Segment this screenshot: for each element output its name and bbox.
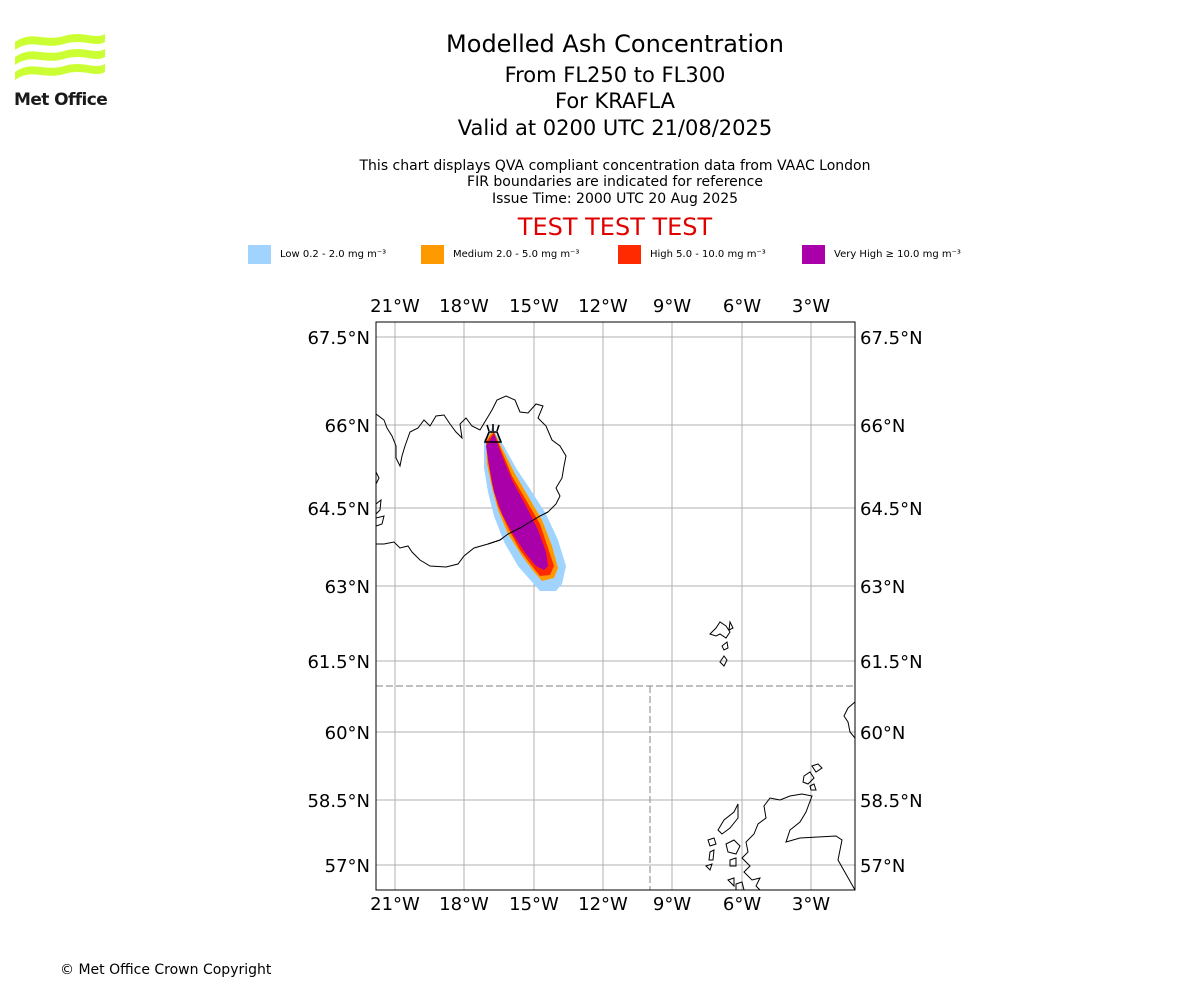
lon-tick-top: 18°W [439,296,489,317]
lon-tick-bottom: 9°W [653,894,691,915]
legend-item-medium: Medium 2.0 - 5.0 mg m⁻³ [421,244,579,264]
lon-tick-bottom: 21°W [370,894,420,915]
lat-tick-right: 57°N [860,856,905,877]
legend-swatch-high [618,244,641,264]
lat-tick-left: 58.5°N [307,791,370,812]
iceland-west-fjords [376,471,385,527]
latitude-labels-left: 67.5°N 66°N 64.5°N 63°N 61.5°N 60°N 58.5… [307,328,370,877]
lat-tick-right: 66°N [860,416,905,437]
shetland-coastline [843,701,855,739]
orkney-islands [802,763,823,791]
lat-tick-left: 60°N [325,723,370,744]
fir-boundaries [376,685,855,890]
longitude-labels-bottom: 21°W 18°W 15°W 12°W 9°W 6°W 3°W [370,894,830,915]
lat-tick-right: 58.5°N [860,791,923,812]
lon-tick-bottom: 18°W [439,894,489,915]
latitude-labels-right: 67.5°N 66°N 64.5°N 63°N 61.5°N 60°N 58.5… [860,328,923,877]
lon-tick-top: 6°W [723,296,761,317]
lon-tick-top: 21°W [370,296,420,317]
legend-swatch-very-high [802,244,825,264]
met-office-waves-icon [15,34,105,80]
iceland-south-coast-overlay [487,511,549,545]
legend-item-high: High 5.0 - 10.0 mg m⁻³ [618,244,766,264]
lat-tick-right: 63°N [860,577,905,598]
iceland-coastline [376,395,567,568]
legend-swatch-medium [421,244,444,264]
met-office-logo-text: Met Office [14,90,108,110]
info-line-fir: FIR boundaries are indicated for referen… [467,174,763,190]
hebrides-islands [705,803,745,890]
legend-item-very-high: Very High ≥ 10.0 mg m⁻³ [802,244,961,264]
ash-plume [484,428,566,591]
map-frame [375,321,856,891]
valid-time: Valid at 0200 UTC 21/08/2025 [457,116,773,140]
lat-tick-left: 64.5°N [307,499,370,520]
legend-item-low: Low 0.2 - 2.0 mg m⁻³ [248,244,386,264]
copyright-notice: © Met Office Crown Copyright [60,962,272,978]
lat-tick-left: 61.5°N [307,652,370,673]
legend-swatch-low [248,244,271,264]
lon-tick-bottom: 15°W [509,894,559,915]
map-gridlines [376,322,855,890]
lat-tick-right: 61.5°N [860,652,923,673]
lon-tick-top: 15°W [509,296,559,317]
legend-label-high: High 5.0 - 10.0 mg m⁻³ [650,248,766,260]
legend-label-medium: Medium 2.0 - 5.0 mg m⁻³ [453,248,580,260]
legend-label-very-high: Very High ≥ 10.0 mg m⁻³ [834,248,961,260]
lon-tick-top: 12°W [578,296,628,317]
lat-tick-right: 64.5°N [860,499,923,520]
issue-time: Issue Time: 2000 UTC 20 Aug 2025 [491,191,739,207]
info-line-qva: This chart displays QVA compliant concen… [359,158,871,174]
volcano-name: For KRAFLA [555,89,675,113]
lat-tick-right: 60°N [860,723,905,744]
faroe-islands [709,620,734,667]
ash-very-high [486,434,548,570]
lat-tick-left: 63°N [325,577,370,598]
chart-title: Modelled Ash Concentration [446,30,784,58]
lat-tick-left: 66°N [325,416,370,437]
flight-level-range: From FL250 to FL300 [504,63,726,87]
lon-tick-top: 3°W [792,296,830,317]
test-banner: TEST TEST TEST [517,213,713,241]
lon-tick-top: 9°W [653,296,691,317]
scotland-coastline [741,793,855,890]
lat-tick-right: 67.5°N [860,328,923,349]
lon-tick-bottom: 6°W [723,894,761,915]
lat-tick-left: 67.5°N [307,328,370,349]
longitude-labels-top: 21°W 18°W 15°W 12°W 9°W 6°W 3°W [370,296,830,317]
lon-tick-bottom: 3°W [792,894,830,915]
lat-tick-left: 57°N [325,856,370,877]
met-office-logo: Met Office [14,30,114,112]
volcano-icon [483,424,503,443]
lon-tick-bottom: 12°W [578,894,628,915]
legend-label-low: Low 0.2 - 2.0 mg m⁻³ [280,248,387,260]
